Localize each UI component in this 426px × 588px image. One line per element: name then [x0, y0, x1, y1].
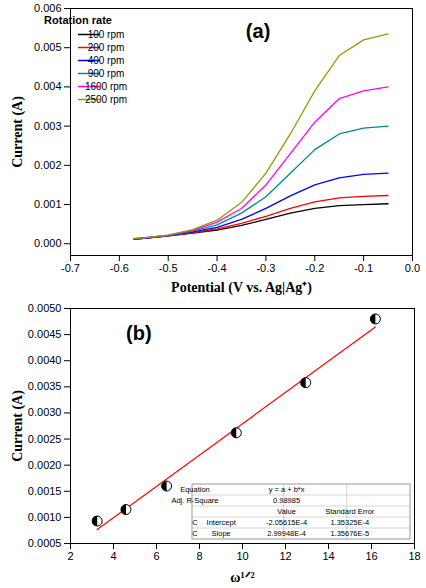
svg-text:0.0050: 0.0050 [28, 302, 62, 314]
svg-text:Adj. R-Square: Adj. R-Square [171, 496, 218, 505]
svg-text:0.0010: 0.0010 [28, 511, 62, 523]
svg-text:Potential (V vs. Ag|Ag⁺): Potential (V vs. Ag|Ag⁺) [171, 280, 312, 296]
svg-text:Standard Error: Standard Error [325, 507, 375, 516]
svg-text:-0.3: -0.3 [256, 262, 275, 274]
svg-text:y = a + b*x: y = a + b*x [269, 485, 305, 494]
svg-text:1.35676E-5: 1.35676E-5 [330, 529, 369, 538]
svg-text:-0.7: -0.7 [61, 262, 80, 274]
svg-text:14: 14 [322, 550, 334, 562]
svg-text:0.0035: 0.0035 [28, 380, 62, 392]
svg-text:900 rpm: 900 rpm [88, 68, 125, 79]
svg-text:200 rpm: 200 rpm [88, 42, 125, 53]
svg-text:Equation: Equation [180, 485, 210, 494]
svg-text:0.005: 0.005 [34, 41, 62, 53]
svg-text:-0.6: -0.6 [110, 262, 129, 274]
svg-text:0.004: 0.004 [34, 80, 62, 92]
svg-text:0.002: 0.002 [34, 159, 62, 171]
svg-text:-0.4: -0.4 [208, 262, 227, 274]
svg-text:16: 16 [365, 550, 377, 562]
svg-text:0.0045: 0.0045 [28, 328, 62, 340]
svg-text:(b): (b) [126, 322, 152, 344]
svg-text:6: 6 [153, 550, 159, 562]
svg-text:0.003: 0.003 [34, 120, 62, 132]
svg-text:-0.5: -0.5 [159, 262, 178, 274]
svg-text:400 rpm: 400 rpm [88, 55, 125, 66]
svg-text:C: C [192, 518, 198, 527]
svg-text:0.001: 0.001 [34, 198, 62, 210]
svg-text:C: C [192, 529, 198, 538]
svg-text:18: 18 [408, 550, 420, 562]
svg-text:0.98985: 0.98985 [273, 496, 300, 505]
svg-text:0.0025: 0.0025 [28, 433, 62, 445]
svg-text:4: 4 [110, 550, 116, 562]
svg-text:0.000: 0.000 [34, 237, 62, 249]
svg-text:8: 8 [196, 550, 202, 562]
svg-text:-0.1: -0.1 [354, 262, 373, 274]
svg-text:0.0: 0.0 [405, 262, 420, 274]
svg-text:10: 10 [236, 550, 248, 562]
svg-text:2500 rpm: 2500 rpm [85, 94, 127, 105]
svg-text:1.35325E-4: 1.35325E-4 [330, 518, 369, 527]
svg-text:2: 2 [67, 550, 73, 562]
svg-text:1600 rpm: 1600 rpm [85, 81, 127, 92]
svg-text:Current (A): Current (A) [10, 96, 26, 168]
svg-text:Slope: Slope [212, 529, 231, 538]
svg-text:-2.05615E-4: -2.05615E-4 [266, 518, 307, 527]
svg-text:12: 12 [279, 550, 291, 562]
svg-text:0.0030: 0.0030 [28, 406, 62, 418]
svg-text:0.0015: 0.0015 [28, 485, 62, 497]
svg-text:0.006: 0.006 [34, 2, 62, 14]
svg-text:0.0020: 0.0020 [28, 459, 62, 471]
svg-text:100 rpm: 100 rpm [88, 29, 125, 40]
svg-text:0.0005: 0.0005 [28, 537, 62, 549]
svg-text:Current (A): Current (A) [10, 390, 26, 462]
svg-text:0.0040: 0.0040 [28, 354, 62, 366]
svg-text:-0.2: -0.2 [305, 262, 324, 274]
svg-text:Rotation rate: Rotation rate [44, 14, 112, 26]
svg-text:Intercept: Intercept [207, 518, 237, 527]
svg-text:Value: Value [277, 507, 296, 516]
svg-text:2.99948E-4: 2.99948E-4 [267, 529, 306, 538]
svg-text:(a): (a) [246, 20, 270, 42]
svg-text:ω¹ᐟ²: ω¹ᐟ² [230, 570, 255, 585]
